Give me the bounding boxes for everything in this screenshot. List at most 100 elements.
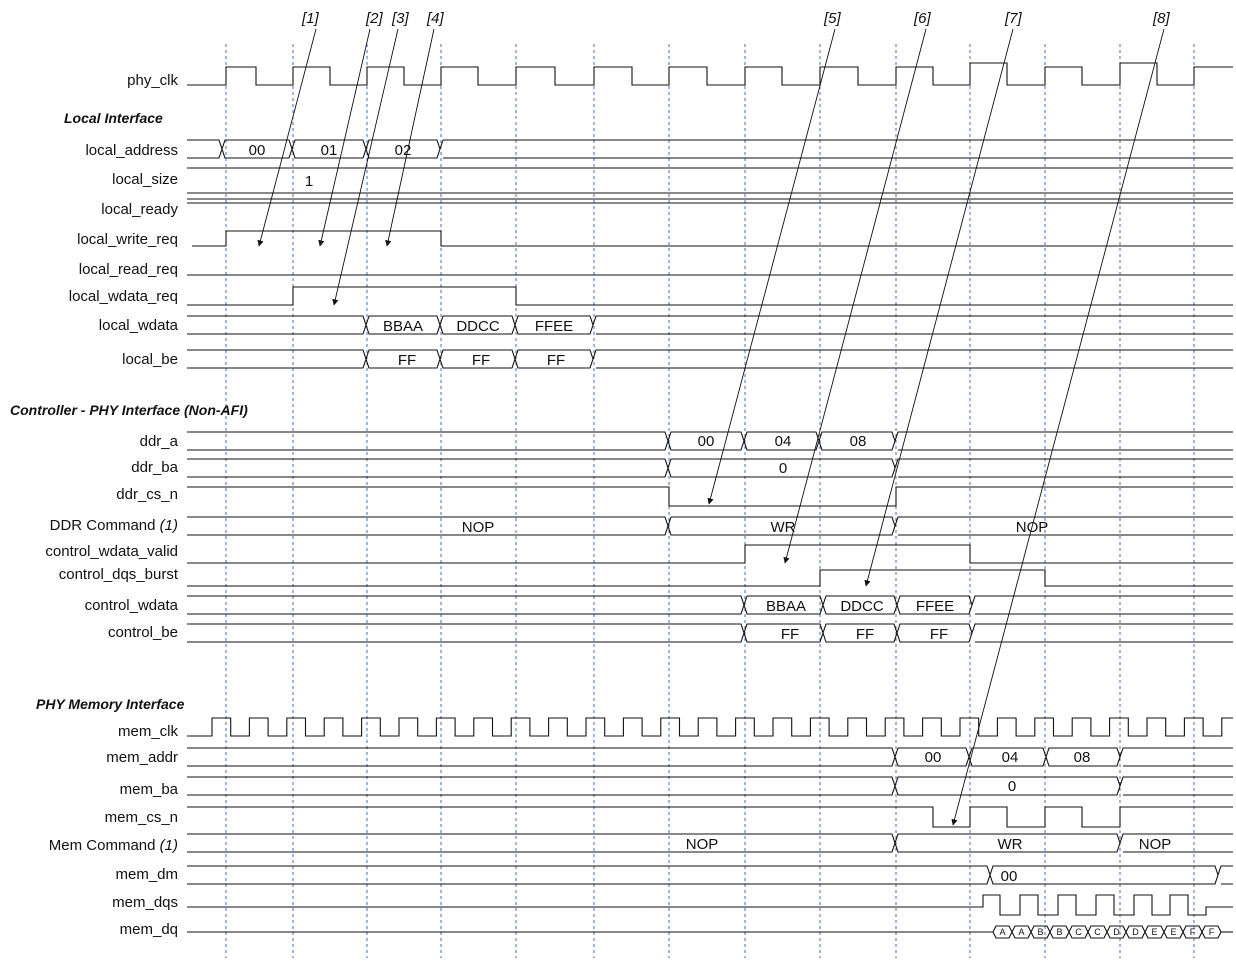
local-wdata-value-0: BBAA <box>383 318 423 335</box>
ddr-a-value-2: 08 <box>850 433 867 450</box>
callout-7: [7] <box>1004 10 1023 27</box>
mem-dq-value: B <box>1037 927 1043 937</box>
mem-command-value-1: WR <box>998 836 1023 853</box>
label-control-dqs-burst: control_dqs_burst <box>59 566 179 583</box>
ddr-a-value-0: 00 <box>698 433 715 450</box>
mem-command-value-0: NOP <box>686 836 719 853</box>
callout-arrows <box>257 28 1165 826</box>
wave-mem-ba: 0 <box>187 776 1233 796</box>
label-phy-clk: phy_clk <box>127 72 178 89</box>
control-be-value-1: FF <box>856 626 874 643</box>
label-local-be: local_be <box>122 351 178 368</box>
callout-5: [5] <box>823 10 842 27</box>
local-be-value-2: FF <box>547 352 565 369</box>
label-local-size: local_size <box>112 171 178 188</box>
mem-dq-value: C <box>1094 927 1101 937</box>
wave-local-address: 00 01 02 <box>187 139 1233 159</box>
section-phy-memory: PHY Memory Interface <box>36 696 185 712</box>
control-wdata-value-0: BBAA <box>766 598 806 615</box>
section-local-interface: Local Interface <box>64 110 163 126</box>
local-address-value-1: 01 <box>321 142 338 159</box>
wave-mem-dqs <box>187 894 1233 916</box>
wave-mem-addr: 00 04 08 <box>187 747 1233 767</box>
mem-addr-value-2: 08 <box>1074 749 1091 766</box>
mem-dq-value: F <box>1190 927 1196 937</box>
wave-ddr-ba: 0 <box>187 458 1233 478</box>
callout-3: [3] <box>391 10 410 27</box>
local-address-value-0: 00 <box>249 142 266 159</box>
wave-control-wdata: BBAA DDCC FFEE <box>187 595 1233 615</box>
label-local-wdata-req: local_wdata_req <box>69 288 178 305</box>
mem-dq-value: F <box>1209 927 1215 937</box>
callout-labels: [1] [2] [3] [4] [5] [6] [7] [8] <box>301 10 1171 27</box>
ddr-command-value-1: WR <box>771 519 796 536</box>
control-be-value-2: FF <box>930 626 948 643</box>
mem-dq-cell <box>1201 925 1222 939</box>
mem-addr-value-0: 00 <box>925 749 942 766</box>
wave-local-size: 1 <box>187 167 1233 194</box>
wave-mem-dm: 00 <box>187 865 1233 885</box>
callout-4: [4] <box>426 10 445 27</box>
wave-local-wdata: BBAA DDCC FFEE <box>187 315 1233 335</box>
label-control-be: control_be <box>108 624 178 641</box>
label-local-read-req: local_read_req <box>79 261 178 278</box>
wave-local-write-req <box>192 230 1233 247</box>
label-local-wdata: local_wdata <box>99 317 179 334</box>
label-ddr-a: ddr_a <box>140 433 179 450</box>
control-be-value-0: FF <box>781 626 799 643</box>
mem-dq-value: B <box>1056 927 1062 937</box>
wave-local-ready <box>187 198 1233 204</box>
label-mem-addr: mem_addr <box>106 749 178 766</box>
label-mem-dqs: mem_dqs <box>112 894 178 911</box>
label-mem-clk: mem_clk <box>118 723 179 740</box>
callout-1: [1] <box>301 10 320 27</box>
callout-2: [2] <box>365 10 384 27</box>
mem-dq-value: D <box>1113 927 1120 937</box>
label-ddr-ba: ddr_ba <box>131 459 178 476</box>
ddr-ba-value: 0 <box>779 460 787 477</box>
wave-ddr-cs-n <box>187 486 1233 507</box>
local-wdata-value-1: DDCC <box>456 318 499 335</box>
label-mem-dq: mem_dq <box>120 921 178 938</box>
label-control-wdata-valid: control_wdata_valid <box>45 543 178 560</box>
local-be-value-1: FF <box>472 352 490 369</box>
ddr-a-value-1: 04 <box>775 433 792 450</box>
control-wdata-value-2: FFEE <box>916 598 954 615</box>
wave-mem-cs-n <box>187 806 1233 828</box>
control-wdata-value-1: DDCC <box>840 598 883 615</box>
wave-ddr-command: NOP WR NOP <box>187 516 1233 536</box>
wave-mem-command: NOP WR NOP <box>187 833 1233 853</box>
wave-control-be: FF FF FF <box>187 623 1233 643</box>
label-mem-ba: mem_ba <box>120 781 179 798</box>
label-control-wdata: control_wdata <box>85 597 179 614</box>
callout-6: [6] <box>913 10 932 27</box>
label-local-ready: local_ready <box>101 201 178 218</box>
ddr-command-value-0: NOP <box>462 519 495 536</box>
local-wdata-value-2: FFEE <box>535 318 573 335</box>
wave-control-dqs-burst <box>187 569 1233 587</box>
mem-addr-value-1: 04 <box>1002 749 1019 766</box>
signal-labels: phy_clk Local Interface local_address lo… <box>10 72 248 938</box>
label-mem-dm: mem_dm <box>115 866 178 883</box>
mem-ba-value: 0 <box>1008 778 1016 795</box>
mem-dq-value: A <box>999 927 1005 937</box>
wave-local-wdata-req <box>187 286 1233 306</box>
mem-dm-value: 00 <box>1001 868 1018 885</box>
local-size-value: 1 <box>305 173 313 190</box>
mem-dq-value: E <box>1170 927 1176 937</box>
label-local-write-req: local_write_req <box>77 231 178 248</box>
wave-ddr-a: 00 04 08 <box>187 431 1233 451</box>
label-ddr-command: DDR Command (1) <box>50 517 178 534</box>
label-local-address: local_address <box>85 142 178 159</box>
section-controller-phy: Controller - PHY Interface (Non-AFI) <box>10 402 248 418</box>
mem-command-value-2: NOP <box>1139 836 1172 853</box>
label-mem-command: Mem Command (1) <box>49 837 178 854</box>
callout-8: [8] <box>1152 10 1171 27</box>
wave-control-wdata-valid <box>187 544 1233 564</box>
label-ddr-cs-n: ddr_cs_n <box>116 486 178 503</box>
wave-mem-clk <box>187 717 1233 737</box>
mem-dq-value: E <box>1151 927 1157 937</box>
wave-phy-clk <box>187 62 1233 86</box>
